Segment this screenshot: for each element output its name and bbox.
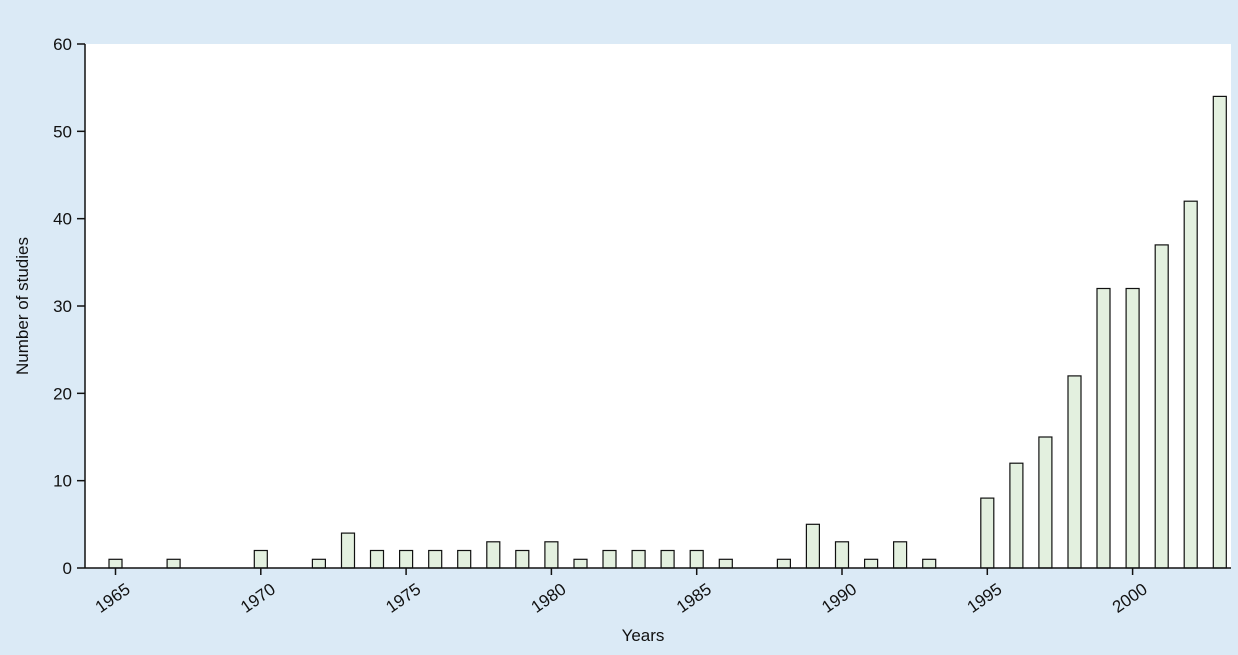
bar-1970: [253, 549, 268, 569]
y-tick-label: 40: [53, 210, 72, 229]
bar-1980: [544, 541, 559, 569]
bar-1999: [1096, 287, 1111, 569]
bar-1983: [631, 549, 646, 569]
bar-1991: [863, 558, 879, 569]
bar-1993: [922, 558, 937, 569]
x-axis-title: Years: [622, 626, 665, 645]
y-axis-ticks: 0 10 20 30 40 50 60: [53, 35, 85, 578]
bar-1986: [718, 558, 733, 569]
y-tick-label: 30: [53, 297, 72, 316]
bar-1978: [486, 541, 501, 569]
x-tick-label: 2000: [1109, 580, 1151, 617]
bar-1988: [776, 558, 792, 569]
x-tick-label: 1990: [818, 580, 860, 617]
bar-1982: [602, 549, 617, 569]
bar-1981: [573, 558, 588, 569]
bar-2003: [1212, 95, 1227, 569]
bar-1977: [457, 549, 472, 569]
bar-1974: [369, 549, 385, 569]
bar-1979: [515, 549, 530, 569]
y-tick-label: 0: [63, 559, 72, 578]
plot-area: [85, 44, 1231, 568]
x-axis-ticks: 1965 1970 1975 1980 1985 1990 1995 2000: [92, 568, 1151, 617]
bar-1989: [805, 523, 821, 569]
bar-2002: [1183, 200, 1198, 569]
bar-1995: [980, 497, 995, 569]
y-tick-label: 60: [53, 35, 72, 54]
bar-2001: [1154, 244, 1169, 569]
bar-1984: [660, 549, 675, 569]
bar-1975: [399, 549, 414, 569]
y-tick-label: 10: [53, 472, 72, 491]
bar-1976: [428, 549, 443, 569]
y-tick-label: 20: [53, 384, 72, 403]
bar-1996: [1009, 462, 1024, 569]
y-axis-title: Number of studies: [13, 237, 32, 375]
bar-1973: [340, 532, 356, 569]
bar-1967: [166, 558, 181, 569]
x-tick-label: 1985: [673, 580, 715, 617]
y-tick-label: 50: [53, 122, 72, 141]
bar-1985: [689, 549, 704, 569]
x-tick-label: 1995: [964, 580, 1006, 617]
x-tick-label: 1975: [382, 580, 424, 617]
bar-1965: [108, 558, 123, 569]
x-tick-label: 1970: [237, 580, 279, 617]
x-tick-label: 1965: [92, 580, 134, 617]
x-tick-label: 1980: [528, 580, 570, 617]
bar-1972: [311, 558, 326, 569]
bar-2000: [1125, 287, 1140, 569]
bar-1998: [1067, 375, 1082, 569]
bar-1997: [1038, 436, 1053, 569]
bar-1992: [892, 541, 908, 569]
bar-1990: [834, 541, 850, 569]
